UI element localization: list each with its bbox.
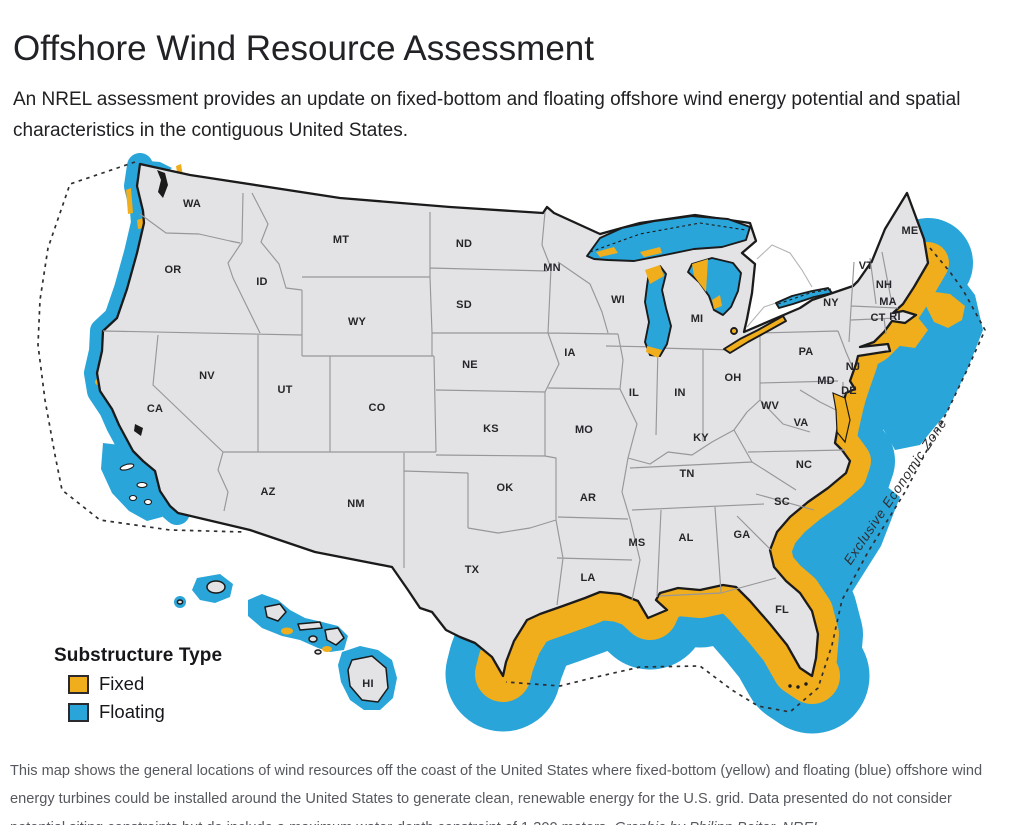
lake-ontario <box>775 287 833 309</box>
caption-credit: Graphic by Philipp Beiter, NREL <box>614 820 821 825</box>
lake-superior <box>586 215 751 262</box>
legend-title: Substructure Type <box>54 645 223 666</box>
florida-keys <box>788 682 808 689</box>
map-caption: This map shows the general locations of … <box>10 757 1010 825</box>
page-title: Offshore Wind Resource Assessment <box>13 29 594 69</box>
channel-islands <box>119 463 153 506</box>
legend-item-fixed: Fixed <box>68 673 222 695</box>
legend-item-floating: Floating <box>68 701 222 723</box>
san-francisco-bay <box>134 424 143 436</box>
legend-label-floating: Floating <box>99 701 165 722</box>
legend-items: Fixed Floating <box>54 673 222 723</box>
page-subtitle: An NREL assessment provides an update on… <box>13 89 961 141</box>
lake-michigan <box>644 265 672 357</box>
lake-st-clair <box>730 327 738 335</box>
state-borders <box>102 192 899 606</box>
legend-label-fixed: Fixed <box>99 673 145 694</box>
puget-sound <box>157 170 168 198</box>
lake-erie <box>723 315 787 354</box>
legend-swatch-fixed <box>68 674 89 694</box>
legend-swatch-floating <box>68 702 89 722</box>
chesapeake-bay-fixed <box>832 392 851 444</box>
caption-text: This map shows the general locations of … <box>10 762 983 825</box>
great-lakes <box>586 215 833 358</box>
eez-boundary <box>37 161 986 713</box>
hawaii-islands <box>174 574 397 710</box>
map-legend: Substructure Type Fixed Floating <box>54 645 222 723</box>
